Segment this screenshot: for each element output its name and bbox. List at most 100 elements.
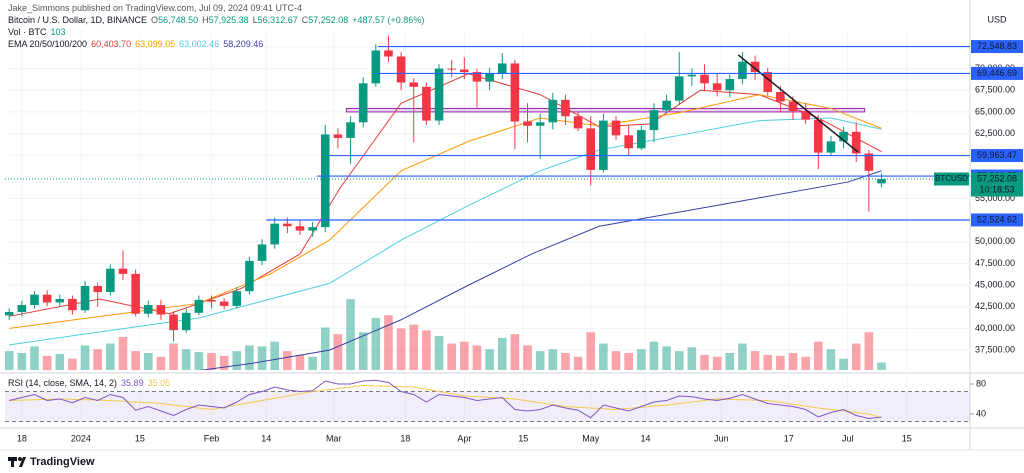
- volume-bar: [68, 358, 77, 370]
- currency: USD: [987, 14, 1007, 24]
- x-tick-label: Jun: [714, 433, 729, 443]
- y-tick-label: 37,500.00: [975, 344, 1015, 354]
- volume-bar: [80, 345, 90, 370]
- volume-bar: [510, 334, 520, 370]
- y-tick-label: 55,000.00: [975, 193, 1015, 203]
- candle-body: [384, 50, 393, 57]
- volume-bar: [599, 343, 608, 370]
- candle-body: [194, 299, 204, 313]
- candle-body: [68, 298, 77, 311]
- ema-line: [199, 170, 882, 370]
- x-tick-label: 18: [17, 433, 27, 443]
- candle-body: [371, 50, 381, 84]
- volume-bar: [738, 343, 747, 370]
- volume-value: 103: [50, 27, 66, 37]
- x-tick-label: Jul: [842, 433, 854, 443]
- candle-body: [573, 116, 583, 129]
- candle-body: [548, 99, 558, 123]
- level-label-box: [971, 66, 1023, 80]
- candle-body: [700, 74, 709, 84]
- volume-bar: [801, 356, 810, 370]
- candle-body: [725, 79, 735, 91]
- candle-body: [93, 285, 103, 293]
- symbol-label: BTCUSD: [935, 174, 968, 183]
- ohlc-value: 57,925.38: [208, 15, 249, 25]
- candle-body: [788, 101, 798, 112]
- volume-bar: [346, 299, 355, 370]
- candle-body: [232, 291, 242, 306]
- candle-body: [270, 223, 279, 245]
- candle-body: [143, 305, 153, 314]
- volume-bar: [763, 354, 773, 370]
- volume-bar: [396, 328, 406, 370]
- x-tick-label: Mar: [326, 433, 342, 443]
- candle-body: [295, 226, 305, 231]
- candle-body: [535, 122, 545, 126]
- candle-body: [637, 130, 646, 149]
- candle-body: [687, 74, 697, 77]
- candle-body: [447, 68, 456, 70]
- x-tick-label: Apr: [457, 433, 471, 443]
- ohlc-key: C: [301, 15, 309, 25]
- candle-body: [472, 72, 482, 82]
- candle-body: [358, 83, 368, 123]
- candle-body: [839, 131, 848, 142]
- candle-body: [422, 86, 431, 121]
- candle-body: [813, 119, 823, 153]
- volume-bar: [17, 353, 27, 370]
- ohlc-key: L: [252, 15, 258, 25]
- candle-body: [17, 305, 27, 312]
- volume-bar: [245, 345, 254, 370]
- candle-body: [219, 301, 229, 306]
- volume-bar: [5, 351, 14, 370]
- candle-body: [864, 153, 874, 171]
- volume-bar: [333, 334, 343, 370]
- volume-bar: [700, 354, 709, 370]
- volume-bar: [472, 345, 482, 370]
- change: +487.57 (+0.86%): [352, 15, 425, 25]
- volume-bar: [586, 332, 596, 370]
- ema-value: 63,099.05: [135, 39, 176, 49]
- candle-body: [460, 69, 469, 73]
- y-tick-label: 50,000.00: [975, 236, 1015, 246]
- volume-bar: [611, 351, 621, 370]
- y-tick-label: 42,500.00: [975, 301, 1015, 311]
- volume-bar: [561, 353, 570, 370]
- volume-bar: [839, 358, 848, 370]
- y-tick-label: 67,500.00: [975, 85, 1015, 95]
- candle-body: [497, 63, 507, 74]
- ema-value: 58,209.46: [223, 39, 264, 49]
- volume-bar: [523, 345, 532, 370]
- candle-body: [283, 223, 292, 227]
- volume-bar: [624, 353, 633, 370]
- volume-bar: [750, 351, 760, 370]
- candle-body: [649, 110, 659, 131]
- candle-body: [674, 76, 684, 101]
- volume-row: Vol · BTC 103: [8, 27, 70, 37]
- trendline: [737, 54, 859, 153]
- ema-value: 60,403.70: [91, 39, 132, 49]
- volume-bar: [371, 318, 381, 370]
- volume-bar: [422, 330, 431, 370]
- plot: [5, 35, 970, 370]
- candle-body: [523, 121, 532, 126]
- volume-bar: [662, 346, 671, 370]
- candle-body: [434, 68, 444, 121]
- y-tick-label: 62,500.00: [975, 128, 1015, 138]
- volume-bar: [219, 355, 229, 370]
- candle-body: [738, 61, 747, 80]
- x-tick-label: 15: [135, 433, 145, 443]
- candle-body: [320, 134, 330, 228]
- rsi-value: 35.89: [121, 378, 144, 388]
- ohlc-value: 56,748.50: [158, 15, 199, 25]
- candle-body: [763, 72, 773, 93]
- x-tick-label: 17: [784, 433, 794, 443]
- candle-body: [257, 244, 267, 261]
- level-label: 69,446.69: [977, 68, 1017, 78]
- level-label-box: [971, 213, 1023, 227]
- volume-bar: [55, 353, 65, 370]
- volume-bar: [270, 341, 279, 370]
- volume-bar: [156, 356, 166, 370]
- candle-body: [106, 268, 115, 293]
